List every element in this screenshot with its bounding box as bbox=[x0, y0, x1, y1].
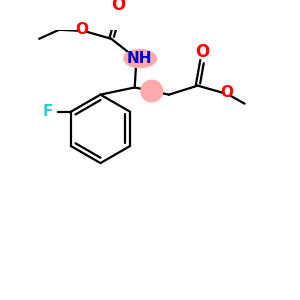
Text: O: O bbox=[75, 22, 88, 37]
Text: NH: NH bbox=[126, 51, 152, 66]
Circle shape bbox=[141, 80, 163, 102]
Text: O: O bbox=[111, 0, 126, 14]
Text: F: F bbox=[42, 104, 52, 119]
Text: O: O bbox=[220, 85, 233, 100]
Ellipse shape bbox=[124, 50, 156, 68]
Text: O: O bbox=[195, 43, 209, 61]
